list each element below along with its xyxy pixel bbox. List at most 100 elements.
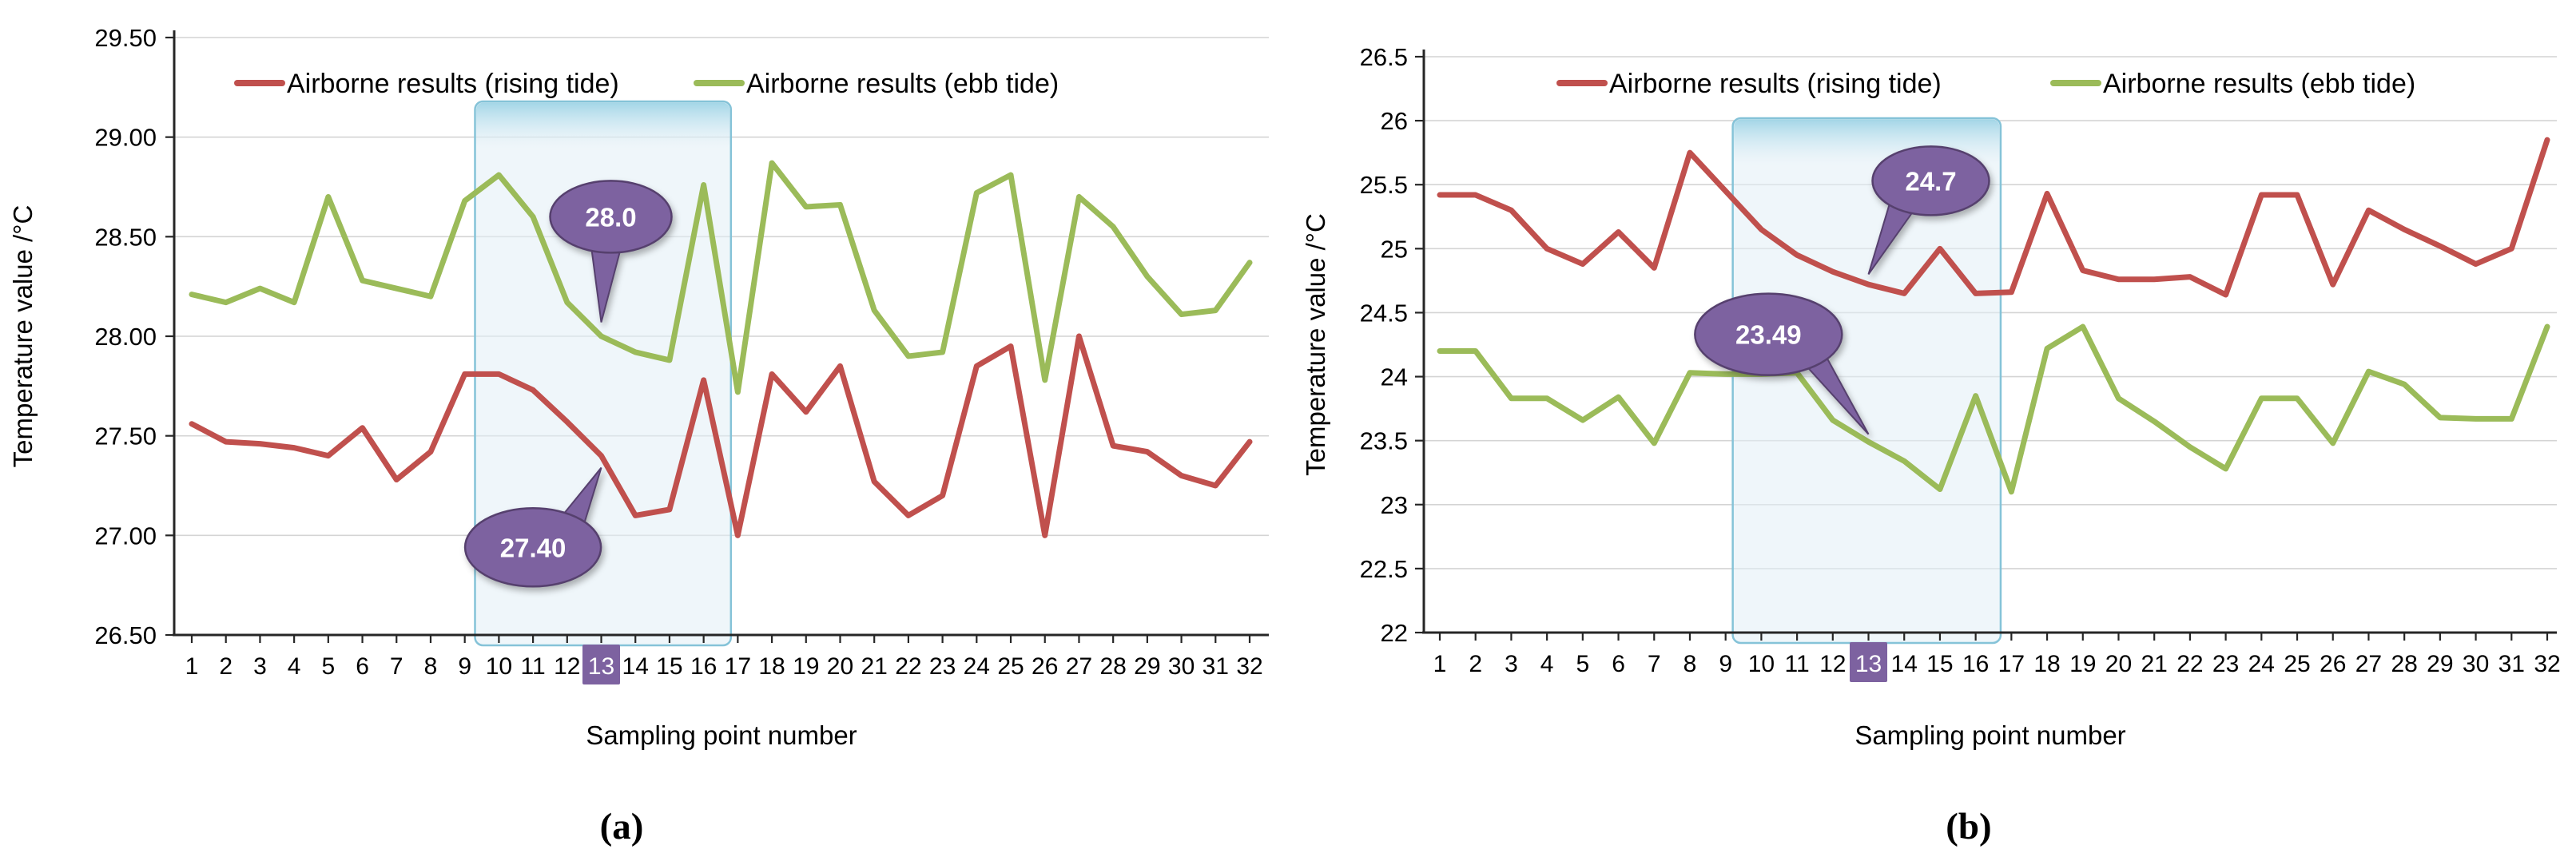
x-tick-label: 31 — [2498, 651, 2525, 677]
y-tick-label: 29.00 — [94, 124, 157, 152]
x-tick-label: 16 — [1962, 651, 1989, 677]
callout-value: 27.40 — [500, 533, 566, 562]
x-tick-label: 10 — [1748, 651, 1775, 677]
x-tick-label: 18 — [2033, 651, 2060, 677]
series-line-ebb-tide — [1437, 323, 2550, 495]
x-tick-label: 31 — [1203, 653, 1229, 680]
x-tick-label: 15 — [656, 653, 682, 680]
x-tick-label: 29 — [1134, 653, 1160, 680]
y-tick-label: 29.50 — [94, 24, 157, 52]
y-tick-label: 23 — [1381, 491, 1408, 519]
x-tick-label: 28 — [2391, 651, 2417, 677]
x-tick-label: 23 — [929, 653, 956, 680]
series-layer — [1437, 137, 2550, 495]
legend-label-rising-tide: Airborne results (rising tide) — [287, 69, 619, 99]
x-tick-label: 22 — [895, 653, 921, 680]
panel-caption: (a) — [600, 806, 644, 847]
x-tick-label: 6 — [1612, 651, 1625, 677]
y-tick-label: 25 — [1381, 235, 1408, 263]
y-axis-title: Temperature value /°C — [8, 205, 38, 468]
x-tick-label: 25 — [2284, 651, 2310, 677]
callout-bubble-icon — [549, 180, 673, 254]
legend: Airborne results (rising tide) Airborne … — [234, 69, 1059, 99]
y-tick-label: 24.5 — [1360, 299, 1408, 327]
x-tick-label: 30 — [2463, 651, 2489, 677]
callout-bubble-icon — [1871, 145, 1990, 216]
callout-ebb-tide-value: 23.49 — [1694, 292, 1870, 435]
x-tick-label: 21 — [861, 653, 888, 680]
x-axis-title: Sampling point number — [586, 720, 857, 750]
x-tick-label: 21 — [2141, 651, 2168, 677]
y-tick-label: 26.50 — [94, 621, 157, 649]
series-line-ebb-tide — [189, 160, 1253, 395]
x-tick-label: 20 — [2105, 651, 2132, 677]
x-tick-label-highlighted: 13 — [588, 653, 614, 680]
series-layer — [189, 160, 1253, 538]
x-tick-label-highlighted: 13 — [1855, 651, 1882, 677]
x-tick-label: 20 — [827, 653, 853, 680]
y-tick-label: 27.50 — [94, 423, 157, 450]
x-tick-label: 22 — [2176, 651, 2203, 677]
x-tick-label: 1 — [1433, 651, 1447, 677]
x-tick-label: 24 — [964, 653, 990, 680]
x-tick-label: 27 — [1066, 653, 1092, 680]
x-tick-label: 28 — [1099, 653, 1126, 680]
legend-label-ebb-tide: Airborne results (ebb tide) — [746, 69, 1059, 99]
y-tick-label: 22.5 — [1360, 555, 1408, 583]
x-tick-label: 19 — [2069, 651, 2096, 677]
x-tick-label: 6 — [356, 653, 369, 680]
y-tick-label: 26.5 — [1360, 43, 1408, 71]
x-tick-label: 23 — [2212, 651, 2239, 677]
x-tick-label: 5 — [1576, 651, 1589, 677]
x-axis-title: Sampling point number — [1854, 720, 2125, 750]
legend-label-rising-tide: Airborne results (rising tide) — [1609, 69, 1942, 99]
highlight-region-layer — [1731, 117, 2002, 645]
callout-rising-tide-value: 24.7 — [1867, 145, 1990, 275]
highlight-region-cap — [475, 102, 730, 149]
x-tick-label: 1 — [185, 653, 199, 680]
y-tick-label: 24 — [1381, 363, 1408, 391]
x-tick-label: 17 — [725, 653, 751, 680]
callout-value: 24.7 — [1905, 166, 1956, 196]
x-tick-label: 4 — [1540, 651, 1554, 677]
y-tick-label: 28.00 — [94, 323, 157, 351]
x-tick-label: 12 — [1819, 651, 1846, 677]
x-tick-label: 16 — [690, 653, 717, 680]
x-tick-label: 25 — [997, 653, 1024, 680]
x-tick-label: 11 — [521, 653, 546, 680]
x-tick-label: 5 — [321, 653, 335, 680]
x-tick-label: 8 — [424, 653, 438, 680]
x-tick-label: 30 — [1168, 653, 1195, 680]
x-tick-label: 3 — [1505, 651, 1518, 677]
x-tick-label: 7 — [1648, 651, 1661, 677]
callout-value: 28.0 — [585, 202, 636, 232]
x-tick-label: 27 — [2355, 651, 2382, 677]
axes-layer — [1415, 50, 2557, 641]
x-tick-label: 12 — [554, 653, 580, 680]
x-tick-label: 9 — [1719, 651, 1732, 677]
x-tick-label: 8 — [1684, 651, 1697, 677]
y-tick-label: 27.00 — [94, 522, 157, 550]
x-tick-label: 11 — [1785, 651, 1810, 677]
y-tick-label: 22 — [1381, 619, 1408, 647]
callout-value: 23.49 — [1735, 320, 1802, 350]
x-tick-label: 14 — [622, 653, 649, 680]
x-tick-label: 32 — [1236, 653, 1262, 680]
y-tick-label: 26 — [1381, 107, 1408, 135]
highlighted-point-label-box — [582, 645, 621, 684]
x-tick-label: 19 — [793, 653, 819, 680]
y-tick-label: 25.5 — [1360, 171, 1408, 199]
legend: Airborne results (rising tide) Airborne … — [1556, 69, 2415, 99]
x-tick-label: 18 — [758, 653, 785, 680]
series-line-rising-tide — [1437, 137, 2550, 298]
x-tick-label: 24 — [2248, 651, 2275, 677]
y-tick-label: 28.50 — [94, 223, 157, 251]
y-tick-label: 23.5 — [1360, 427, 1408, 455]
x-tick-label: 14 — [1891, 651, 1918, 677]
x-tick-label: 29 — [2427, 651, 2453, 677]
